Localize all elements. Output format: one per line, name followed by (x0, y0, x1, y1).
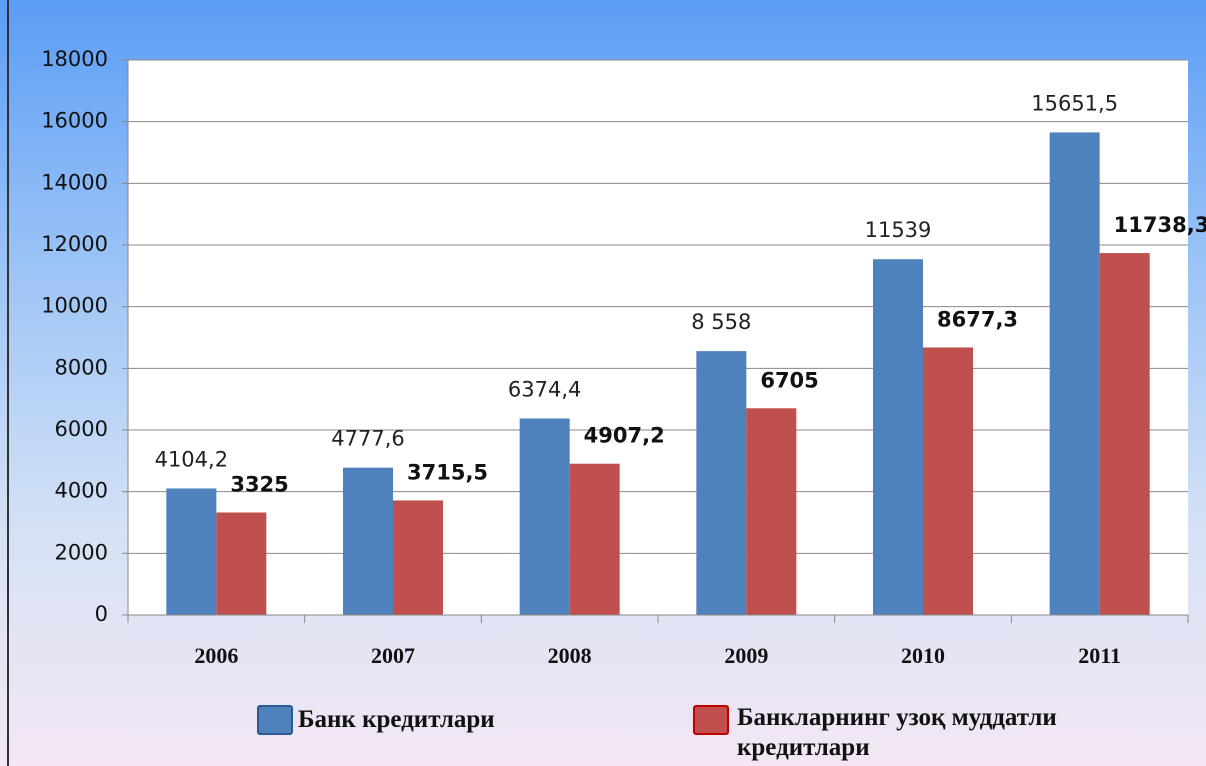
legend-label: Банкларнинг узоқ муддатли кредитлари (737, 704, 1057, 761)
bar (343, 467, 393, 615)
y-tick-label: 14000 (41, 170, 108, 194)
data-label: 11539 (865, 218, 932, 242)
bar (166, 488, 217, 615)
bar (1049, 132, 1100, 615)
y-tick-label: 2000 (55, 540, 108, 564)
bar (873, 259, 923, 615)
plot-area (128, 60, 1188, 615)
x-tick-label: 2010 (901, 643, 945, 668)
data-label: 11738,3 (1114, 213, 1206, 237)
bar (746, 408, 797, 615)
y-tick-label: 16000 (41, 109, 108, 133)
bar (569, 463, 620, 615)
bar (393, 500, 443, 615)
y-tick-label: 10000 (41, 294, 108, 318)
y-tick-label: 0 (95, 602, 108, 626)
frame-edge (7, 0, 9, 766)
data-label: 3715,5 (407, 460, 488, 484)
data-label: 8677,3 (937, 307, 1018, 331)
legend-label: Банк кредитлари (298, 706, 495, 733)
x-tick-label: 2007 (371, 643, 415, 668)
y-tick-label: 18000 (41, 47, 108, 71)
x-tick-label: 2011 (1078, 643, 1121, 668)
bar (519, 418, 570, 615)
data-label: 8 558 (691, 310, 751, 334)
bar (696, 351, 747, 615)
bar (923, 347, 973, 615)
data-label: 3325 (230, 472, 288, 496)
x-tick-label: 2006 (194, 643, 238, 668)
legend-swatch (257, 705, 293, 735)
data-label: 15651,5 (1031, 91, 1118, 115)
y-tick-label: 6000 (55, 417, 108, 441)
y-tick-label: 4000 (55, 479, 108, 503)
bar (216, 512, 267, 615)
y-tick-label: 12000 (41, 232, 108, 256)
data-label: 4104,2 (155, 447, 228, 471)
data-label: 4907,2 (584, 424, 665, 448)
data-label: 4777,6 (331, 427, 404, 451)
data-label: 6705 (760, 368, 818, 392)
x-tick-label: 2009 (724, 643, 768, 668)
x-tick-label: 2008 (548, 643, 592, 668)
legend-swatch (693, 705, 729, 735)
bar (1099, 253, 1150, 615)
y-tick-label: 8000 (55, 355, 108, 379)
data-label: 6374,4 (508, 377, 581, 401)
